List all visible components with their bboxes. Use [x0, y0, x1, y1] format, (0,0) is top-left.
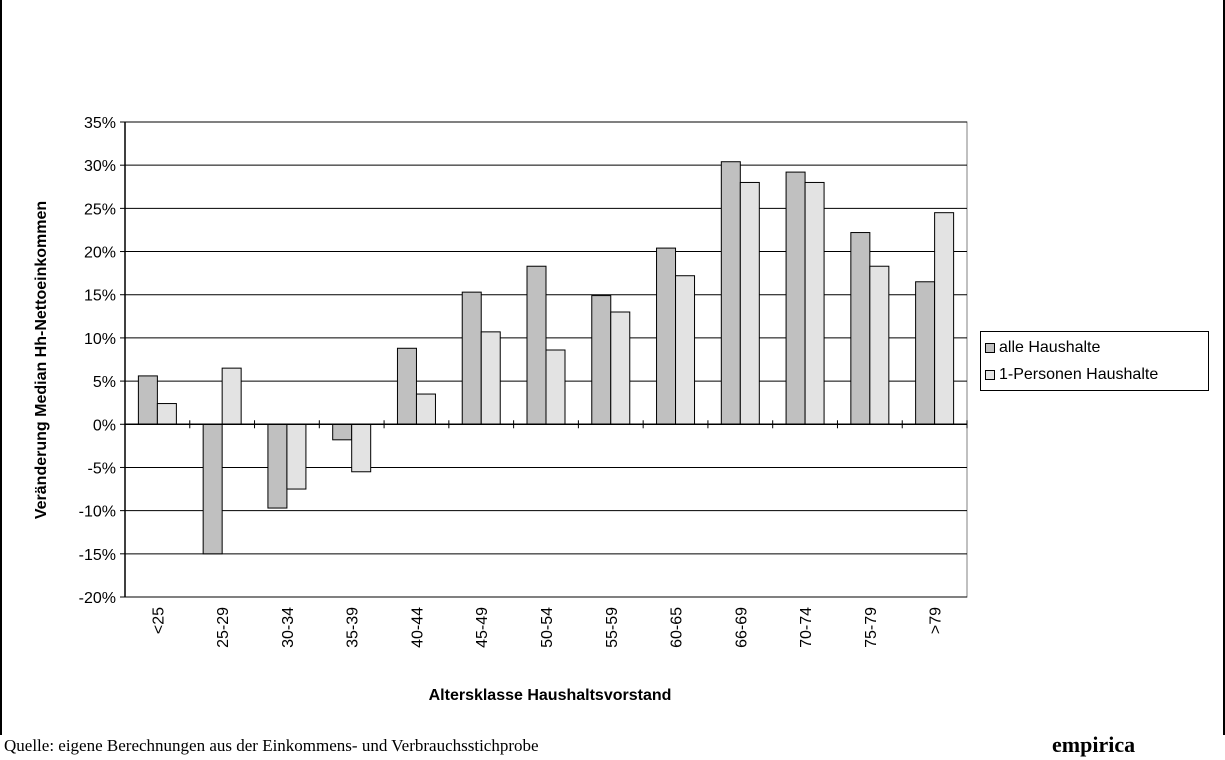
y-tick-label: 25%	[84, 201, 116, 218]
y-tick-labels: -20% -15% -10% -5% 0% 5% 10% 15% 20% 25% 30% 35%	[79, 115, 116, 607]
bar-alle-haushalte-0	[137, 375, 158, 425]
bar-1-personen-haushalte-10	[804, 181, 825, 425]
x-tick-labels: <25 25-29 30-34 35-39 40-44 45-49 50-54 55-59 60…	[150, 607, 944, 648]
y-tick-label: -5%	[88, 460, 116, 477]
y-tick-label: 5%	[93, 374, 116, 391]
y-tick-label: 0%	[93, 417, 116, 434]
bar-1-personen-haushalte-6	[545, 349, 566, 425]
legend: alle Haushalte 1-Personen Haushalte	[980, 331, 1209, 391]
bar-alle-haushalte-2	[267, 423, 288, 509]
axes	[120, 121, 968, 598]
x-tick-label: 50-54	[539, 607, 556, 648]
x-tick-label: <25	[150, 607, 167, 634]
bar-1-personen-haushalte-8	[675, 275, 696, 425]
bar-alle-haushalte-6	[526, 265, 547, 425]
bar-1-personen-haushalte-11	[869, 265, 890, 425]
bar-1-personen-haushalte-2	[286, 423, 307, 490]
bar-alle-haushalte-7	[591, 295, 612, 425]
brand-logo-text: empirica	[1052, 732, 1136, 757]
x-tick-label: 30-34	[280, 607, 297, 648]
bar-alle-haushalte-8	[656, 247, 677, 425]
bar-alle-haushalte-4	[396, 347, 417, 425]
x-tick-label: 25-29	[215, 607, 232, 648]
bar-1-personen-haushalte-4	[415, 393, 436, 425]
x-tick-label: 55-59	[604, 607, 621, 648]
x-tick-label: >79	[928, 607, 945, 634]
bar-1-personen-haushalte-5	[480, 331, 501, 425]
y-tick-label: 10%	[84, 331, 116, 348]
legend-label-alle-haushalte: alle Haushalte	[999, 339, 1101, 356]
bar-alle-haushalte-12	[915, 281, 936, 425]
y-tick-label: 35%	[84, 115, 116, 132]
bar-alle-haushalte-9	[720, 161, 741, 425]
x-tick-label: 35-39	[345, 607, 362, 648]
bar-1-personen-haushalte-3	[351, 423, 372, 473]
x-tick-label: 75-79	[863, 607, 880, 648]
bar-1-personen-haushalte-12	[934, 212, 955, 425]
source-note: Quelle: eigene Berechnungen aus der Eink…	[4, 736, 539, 755]
legend-item-alle-haushalte: alle Haushalte	[985, 337, 1100, 359]
x-tick-label: 70-74	[798, 607, 815, 648]
y-tick-label: 30%	[84, 158, 116, 175]
bar-alle-haushalte-5	[461, 291, 482, 425]
bar-alle-haushalte-1	[202, 423, 223, 555]
bar-1-personen-haushalte-7	[610, 311, 631, 425]
x-tick-label: 40-44	[409, 607, 426, 648]
x-axis-label: Altersklasse Haushaltsvorstand	[429, 687, 672, 704]
bar-alle-haushalte-11	[850, 232, 871, 425]
legend-item-1-personen-haushalte: 1-Personen Haushalte	[985, 364, 1158, 386]
y-tick-label: -10%	[79, 504, 116, 521]
y-axis-label: Veränderung Median Hh-Nettoeinkommen	[33, 201, 50, 519]
x-tick-label: 66-69	[733, 607, 750, 648]
bar-1-personen-haushalte-0	[156, 403, 177, 425]
bar-1-personen-haushalte-1	[221, 367, 242, 425]
y-tick-label: -20%	[79, 590, 116, 607]
x-tick-label: 60-65	[669, 607, 686, 648]
y-tick-label: 15%	[84, 288, 116, 305]
legend-swatch-1-personen-haushalte	[985, 370, 995, 380]
bar-chart: -20% -15% -10% -5% 0% 5% 10% 15% 20% 25% 30% 35% <2…	[33, 115, 968, 704]
y-tick-label: 20%	[84, 245, 116, 262]
legend-swatch-alle-haushalte	[985, 343, 995, 353]
bar-1-personen-haushalte-9	[739, 181, 760, 425]
x-tick-label: 45-49	[474, 607, 491, 648]
bar-alle-haushalte-3	[332, 423, 353, 441]
y-tick-label: -15%	[79, 547, 116, 564]
legend-label-1-personen-haushalte: 1-Personen Haushalte	[999, 366, 1159, 383]
bar-alle-haushalte-10	[785, 171, 806, 425]
